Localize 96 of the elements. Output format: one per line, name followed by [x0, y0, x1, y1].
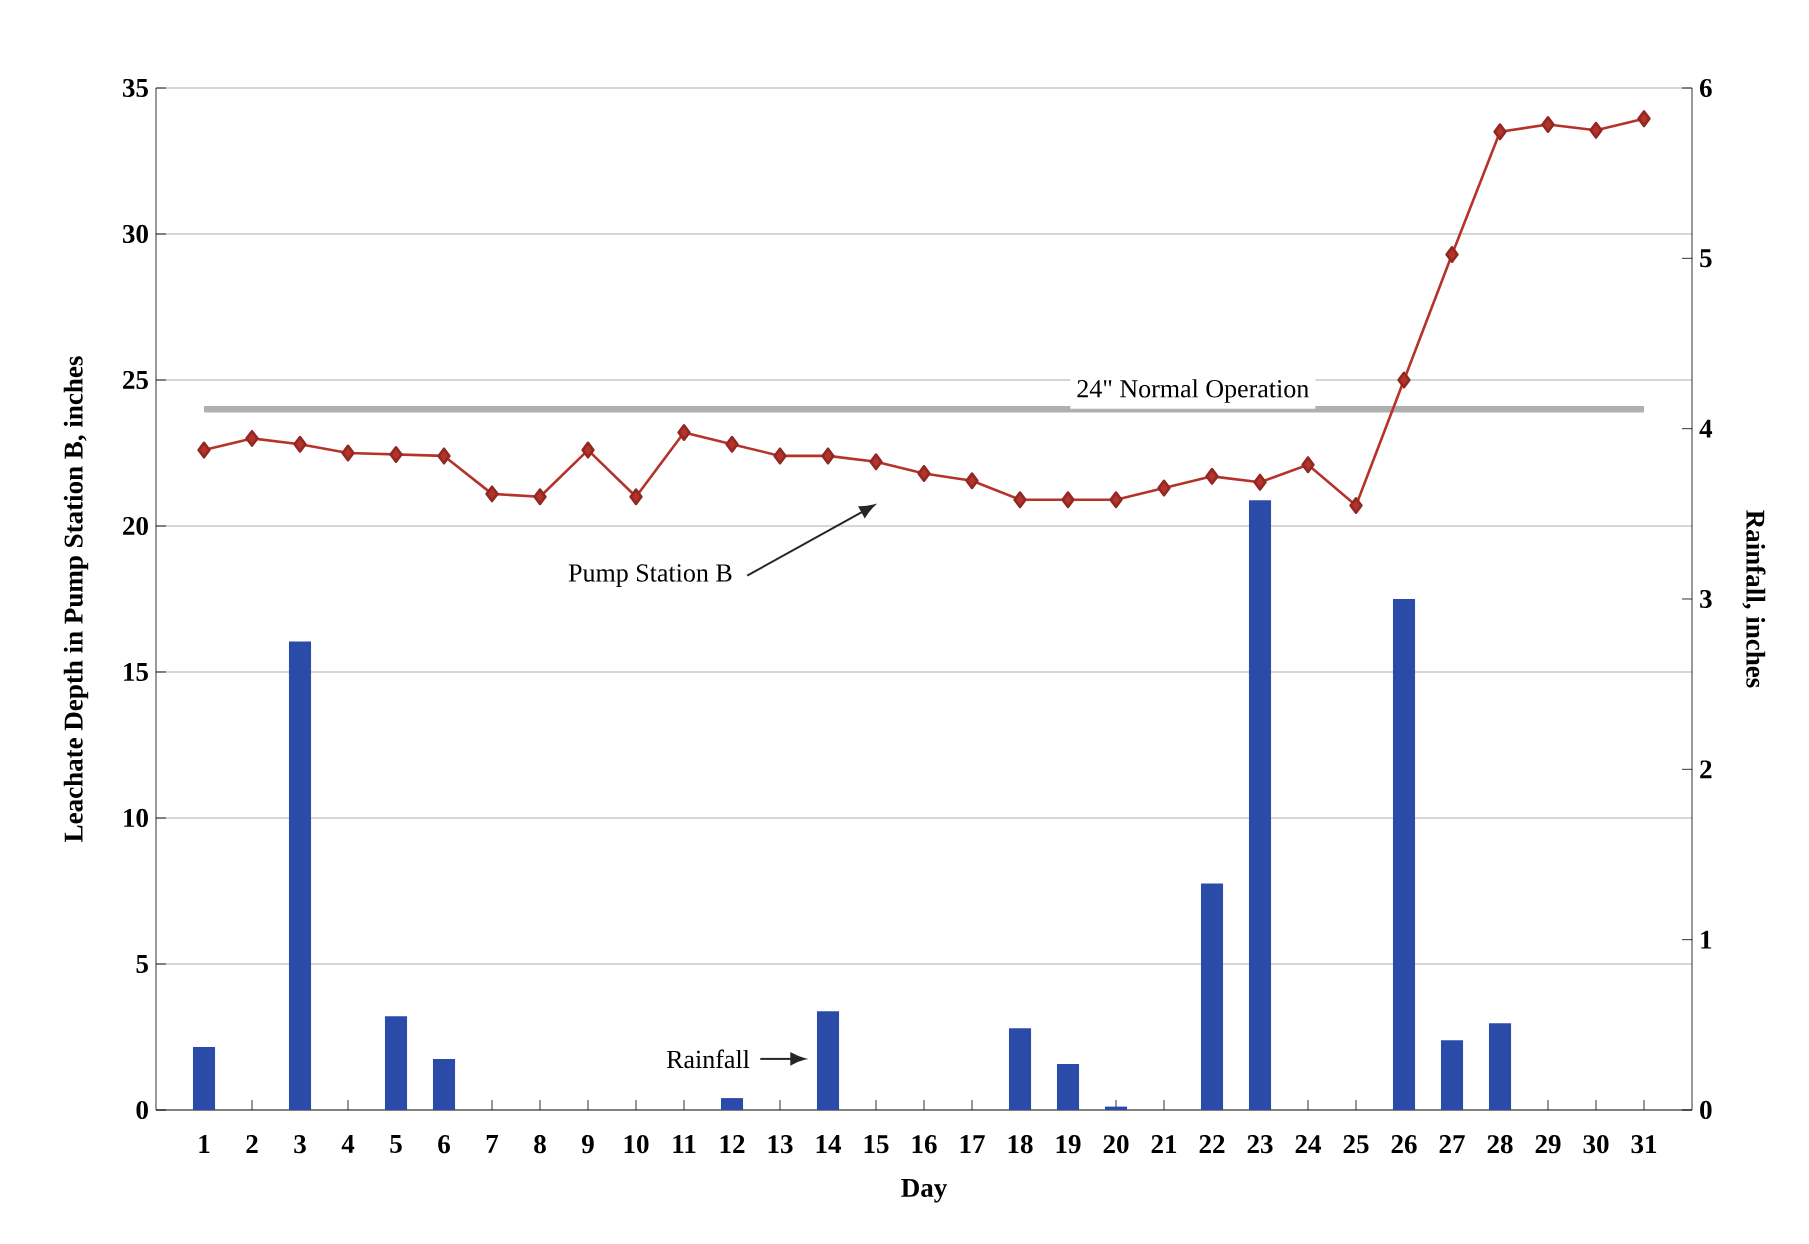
- point: [197, 441, 211, 459]
- x-tick-label: 3: [294, 1135, 306, 1154]
- point: [1637, 110, 1651, 128]
- point: [917, 464, 931, 482]
- x-tick-label: 6: [438, 1135, 450, 1154]
- point: [1493, 123, 1507, 141]
- y2-axis-title: Rainfall, inches: [1742, 510, 1766, 688]
- point: [677, 424, 691, 442]
- x-tick-label: 16: [912, 1135, 937, 1154]
- point: [1013, 491, 1027, 509]
- y-tick-label: 30: [122, 224, 148, 244]
- x-tick-label: 22: [1199, 1135, 1225, 1153]
- x-tick-label: 29: [1535, 1135, 1561, 1154]
- y2-tick-label: 2: [1700, 760, 1712, 779]
- y-axis-title: Leachate Depth in Pump Station B, inches: [63, 356, 89, 842]
- y-tick-label: 0: [136, 1100, 148, 1120]
- y-tick-label: 10: [124, 808, 148, 828]
- x-tick-label: 18: [1008, 1135, 1033, 1154]
- y2-tick-label: 4: [1699, 419, 1713, 438]
- bar: [1056, 1064, 1080, 1110]
- x-tick-label: 1: [199, 1135, 210, 1153]
- x-tick-label: 12: [720, 1135, 745, 1153]
- y-tick-label: 15: [124, 662, 148, 682]
- point: [965, 472, 979, 490]
- x-tick-label: 26: [1391, 1135, 1417, 1154]
- text: Pump Station B: [568, 564, 732, 587]
- y-tick-label: 35: [122, 78, 148, 98]
- y-tick-label: 20: [123, 516, 148, 536]
- x-tick-label: 19: [1056, 1135, 1081, 1154]
- point: [773, 447, 787, 465]
- point: [1109, 491, 1123, 509]
- bar: [384, 1016, 408, 1110]
- x-tick-label: 17: [960, 1135, 985, 1153]
- x-tick-label: 15: [864, 1135, 889, 1154]
- x-tick-label: 4: [341, 1135, 355, 1153]
- point: [485, 485, 499, 503]
- point: [1589, 121, 1603, 139]
- point: [725, 435, 739, 453]
- point: [1349, 497, 1363, 515]
- bar: [720, 1098, 744, 1110]
- x-tick-label: 24: [1295, 1135, 1322, 1153]
- bar: [1008, 1028, 1032, 1110]
- x-tick-label: 20: [1103, 1135, 1129, 1154]
- x-tick-label: 25: [1343, 1135, 1369, 1154]
- point: [1397, 371, 1411, 389]
- x-tick-label: 11: [673, 1135, 696, 1153]
- x-axis-title: Day: [901, 1179, 947, 1203]
- series-label: Rainfall: [666, 1049, 750, 1069]
- y2-tick-label: 0: [1700, 1100, 1712, 1120]
- point: [1157, 479, 1171, 497]
- point: [389, 445, 403, 463]
- bar: [192, 1046, 216, 1110]
- y2-tick-label: 6: [1699, 78, 1712, 98]
- point: [293, 435, 307, 453]
- point: [1541, 115, 1555, 133]
- point: [437, 447, 451, 465]
- point: [1061, 491, 1075, 509]
- point: [581, 441, 595, 459]
- y2-tick-label: 5: [1700, 249, 1712, 268]
- point: [1301, 456, 1315, 474]
- point: [629, 488, 643, 506]
- ref-line-label: 24" Normal Operation: [1077, 379, 1309, 403]
- bar: [432, 1058, 456, 1110]
- y-tick-label: 25: [123, 370, 148, 390]
- y-tick-label: 5: [136, 955, 148, 973]
- bar: [1440, 1040, 1464, 1110]
- x-tick-label: 2: [246, 1135, 258, 1153]
- point: [821, 447, 835, 465]
- x-tick-label: 27: [1439, 1135, 1465, 1153]
- x-tick-label: 13: [768, 1135, 793, 1154]
- point: [1445, 245, 1459, 263]
- x-tick-label: 30: [1583, 1135, 1609, 1154]
- bar: [288, 641, 312, 1110]
- bar: [816, 1011, 840, 1110]
- bar: [1392, 599, 1416, 1110]
- y2-tick-label: 3: [1700, 589, 1712, 609]
- x-tick-label: 5: [390, 1135, 402, 1153]
- bar: [1488, 1023, 1512, 1110]
- x-tick-label: 8: [534, 1135, 546, 1154]
- point: [341, 444, 355, 462]
- x-tick-label: 10: [624, 1135, 649, 1154]
- point: [1253, 473, 1267, 491]
- x-tick-label: 31: [1631, 1135, 1657, 1154]
- x-tick-label: 14: [816, 1135, 842, 1153]
- bar: [1200, 883, 1224, 1110]
- point: [869, 453, 883, 471]
- x-tick-label: 7: [486, 1135, 499, 1153]
- x-tick-label: 9: [582, 1135, 594, 1154]
- x-tick-label: 28: [1487, 1135, 1513, 1154]
- y2-tick-label: 1: [1701, 930, 1712, 949]
- x-tick-label: 23: [1247, 1135, 1273, 1154]
- point: [1205, 467, 1219, 485]
- bar: [1248, 500, 1272, 1110]
- point: [245, 429, 259, 447]
- point: [533, 488, 547, 506]
- x-tick-label: 21: [1151, 1135, 1177, 1153]
